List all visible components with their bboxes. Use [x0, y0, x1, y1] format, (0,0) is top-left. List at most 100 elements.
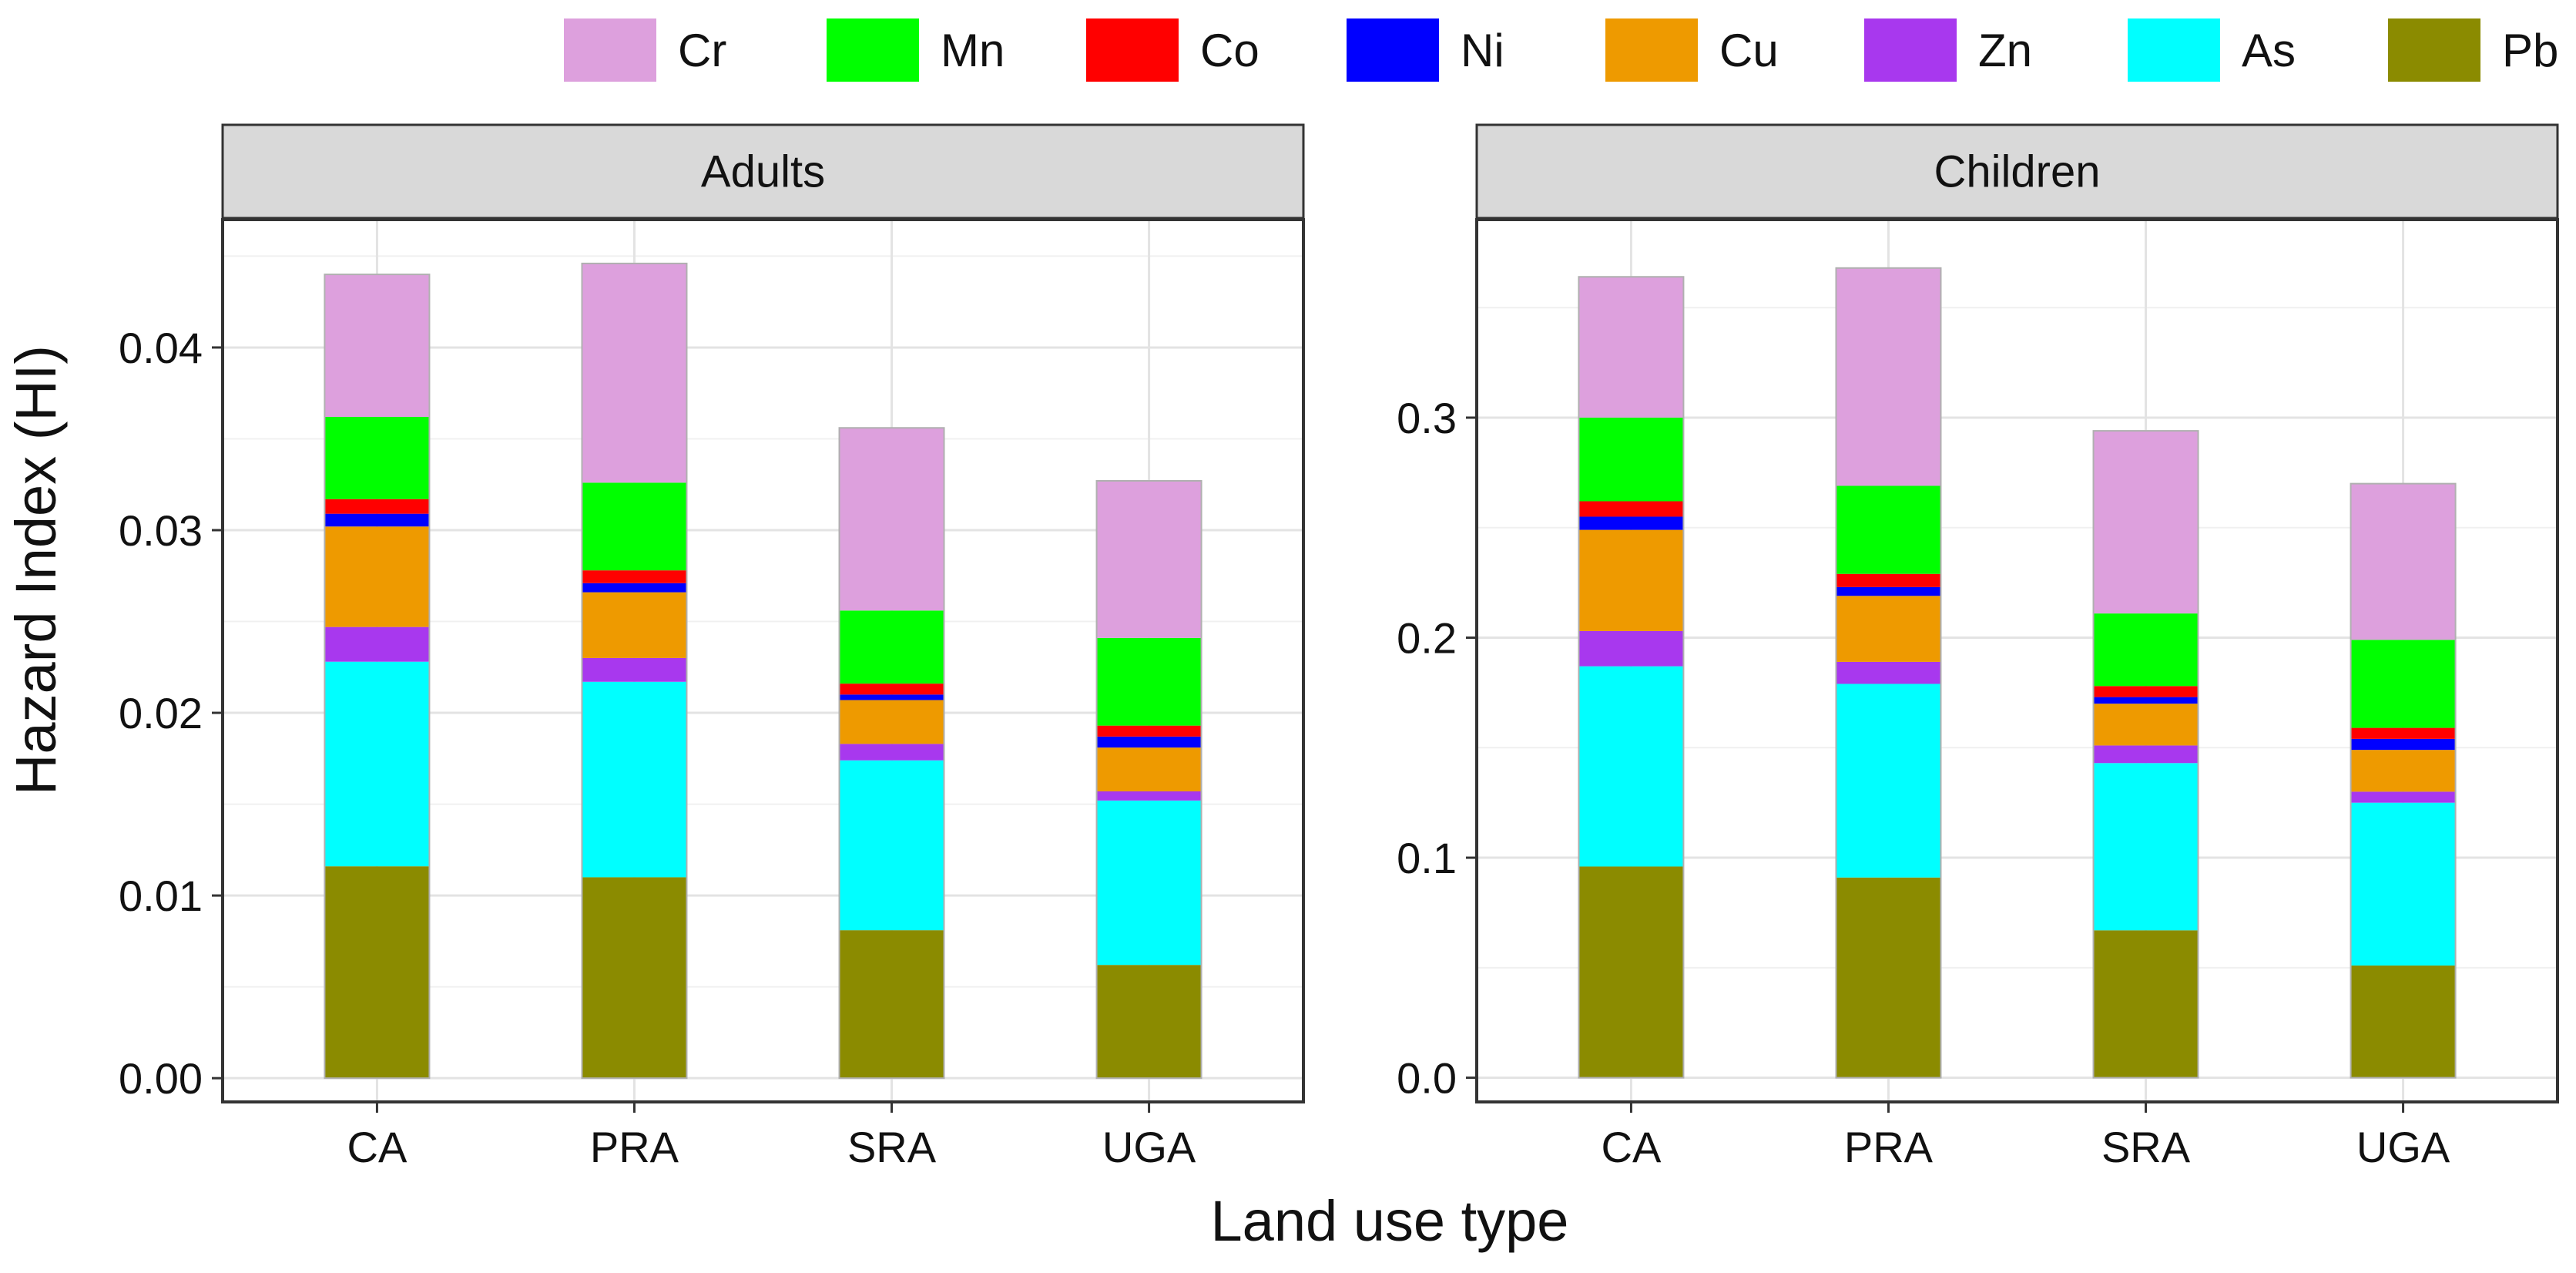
- strip-label-children: Children: [1934, 147, 2101, 197]
- y-tick-label: 0.04: [119, 324, 203, 372]
- bar-segment-mn-ca: [324, 417, 430, 499]
- bar-segment-co-uga: [1096, 725, 1202, 737]
- bar-segment-mn-ca: [1578, 417, 1684, 502]
- legend-key-cu: [1605, 18, 1698, 82]
- bars-children: [1578, 267, 2457, 1079]
- bar-segment-as-sra: [839, 760, 944, 931]
- bar-segment-cu-sra: [2093, 704, 2199, 746]
- legend-item-cr: Cr: [564, 18, 726, 82]
- bar-segment-cu-ca: [324, 526, 430, 627]
- y-tick-label: 0.1: [1397, 834, 1457, 882]
- strip-label-adults: Adults: [701, 147, 825, 197]
- bar-segment-mn-uga: [1096, 637, 1202, 726]
- bar-segment-cr-uga: [2350, 483, 2456, 640]
- bar-segment-zn-sra: [839, 744, 944, 761]
- bar-outline-sra: [2092, 430, 2199, 1079]
- bar-segment-ni-sra: [839, 694, 944, 700]
- bar-outline-pra: [581, 262, 688, 1080]
- bars-adults: [324, 262, 1202, 1080]
- bar-segment-as-pra: [1836, 684, 1941, 878]
- bar-segment-zn-ca: [324, 626, 430, 662]
- strip-adults: [221, 123, 1305, 220]
- legend-key-mn: [827, 18, 919, 82]
- bar-segment-zn-sra: [2093, 745, 2199, 764]
- bar-segment-cu-uga: [1096, 747, 1202, 791]
- bar-segment-pb-ca: [324, 866, 430, 1079]
- bar-segment-as-ca: [324, 661, 430, 867]
- bar-stack-pra: [581, 262, 688, 1080]
- bar-segment-mn-uga: [2350, 640, 2456, 728]
- bar-outline-pra: [1835, 267, 1942, 1079]
- x-tick-label-uga: UGA: [1102, 1123, 1196, 1171]
- bar-segment-ni-pra: [1836, 586, 1941, 596]
- bar-stack-ca: [324, 274, 431, 1080]
- bar-segment-pb-ca: [1578, 866, 1684, 1078]
- bar-segment-cr-pra: [582, 263, 687, 483]
- y-tick-label: 0.03: [119, 506, 203, 555]
- x-tick-label-ca: CA: [347, 1123, 408, 1171]
- bar-segment-ni-uga: [2350, 738, 2456, 751]
- x-tick-label-pra: PRA: [590, 1123, 679, 1171]
- bar-segment-as-ca: [1578, 666, 1684, 867]
- panel-border: [221, 218, 1305, 1103]
- legend-item-co: Co: [1086, 18, 1259, 82]
- strip-children: [1475, 123, 2559, 220]
- bar-stack-sra: [2092, 430, 2199, 1079]
- y-tick-label: 0.3: [1397, 394, 1457, 442]
- legend-key-ni: [1347, 18, 1439, 82]
- x-tick-label-sra: SRA: [847, 1123, 937, 1171]
- bar-segment-pb-pra: [582, 877, 687, 1079]
- bar-segment-ni-ca: [1578, 516, 1684, 530]
- legend-label-co: Co: [1200, 25, 1259, 76]
- bar-segment-ni-ca: [324, 513, 430, 527]
- bar-segment-co-uga: [2350, 727, 2456, 739]
- bar-outline-ca: [324, 274, 431, 1080]
- bar-segment-co-pra: [582, 570, 687, 583]
- bar-segment-mn-sra: [839, 610, 944, 684]
- bar-segment-zn-pra: [582, 657, 687, 682]
- y-tick-label: 0.2: [1397, 614, 1457, 663]
- legend-label-pb: Pb: [2502, 25, 2558, 76]
- bar-stack-pra: [1835, 267, 1942, 1079]
- panel-border: [1475, 218, 2559, 1103]
- x-axis-children: CA PRA SRA UGA: [1602, 1102, 2450, 1171]
- bar-segment-co-ca: [324, 499, 430, 514]
- x-tick-label-pra: PRA: [1844, 1123, 1934, 1171]
- legend-item-pb: Pb: [2388, 18, 2558, 82]
- x-tick-label-ca: CA: [1602, 1123, 1662, 1171]
- bar-segment-pb-uga: [1096, 965, 1202, 1079]
- legend-item-as: As: [2128, 18, 2296, 82]
- bar-segment-mn-pra: [582, 482, 687, 571]
- bar-segment-cr-uga: [1096, 480, 1202, 638]
- bar-segment-co-sra: [839, 684, 944, 695]
- x-tick-label-sra: SRA: [2101, 1123, 2191, 1171]
- legend-key-co: [1086, 18, 1179, 82]
- bar-segment-zn-pra: [1836, 661, 1941, 684]
- legend-key-cr: [564, 18, 656, 82]
- y-tick-label: 0.01: [119, 872, 203, 920]
- bar-outline-uga: [1095, 479, 1202, 1080]
- bar-segment-cu-sra: [839, 700, 944, 744]
- y-tick-label: 0.02: [119, 689, 203, 737]
- legend: Cr Mn Co Ni Cu Zn As Pb: [564, 18, 2558, 82]
- bar-stack-sra: [838, 427, 945, 1080]
- legend-item-mn: Mn: [827, 18, 1005, 82]
- bar-segment-zn-ca: [1578, 630, 1684, 667]
- legend-item-zn: Zn: [1864, 18, 2032, 82]
- bar-segment-cr-ca: [1578, 277, 1684, 418]
- legend-item-ni: Ni: [1347, 18, 1504, 82]
- bar-segment-as-sra: [2093, 763, 2199, 931]
- bar-stack-uga: [1095, 479, 1202, 1080]
- bar-segment-cr-ca: [324, 274, 430, 418]
- bar-segment-cu-uga: [2350, 750, 2456, 792]
- bar-segment-co-sra: [2093, 686, 2199, 697]
- bar-segment-cu-ca: [1578, 529, 1684, 631]
- bar-segment-co-pra: [1836, 573, 1941, 587]
- bar-segment-zn-uga: [1096, 791, 1202, 801]
- bar-segment-ni-uga: [1096, 736, 1202, 748]
- bar-segment-ni-pra: [582, 583, 687, 593]
- bar-segment-ni-sra: [2093, 697, 2199, 704]
- x-axis-title: Land use type: [1211, 1189, 1569, 1253]
